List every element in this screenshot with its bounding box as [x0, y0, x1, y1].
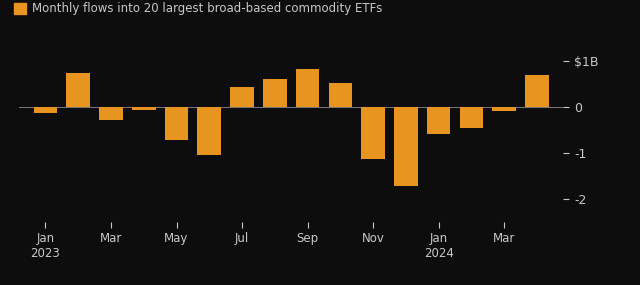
Bar	[296, 69, 319, 107]
Bar	[132, 107, 156, 111]
Bar	[67, 74, 90, 107]
Bar	[427, 107, 451, 135]
Legend: Monthly flows into 20 largest broad-based commodity ETFs: Monthly flows into 20 largest broad-base…	[14, 3, 382, 15]
Bar	[34, 107, 57, 113]
Bar	[198, 107, 221, 155]
Bar	[525, 75, 548, 107]
Bar	[460, 107, 483, 128]
Bar	[328, 83, 352, 107]
Bar	[230, 87, 254, 107]
Bar	[492, 107, 516, 111]
Bar	[99, 107, 123, 120]
Bar	[362, 107, 385, 158]
Bar	[263, 79, 287, 107]
Bar	[394, 107, 418, 186]
Bar	[164, 107, 188, 140]
